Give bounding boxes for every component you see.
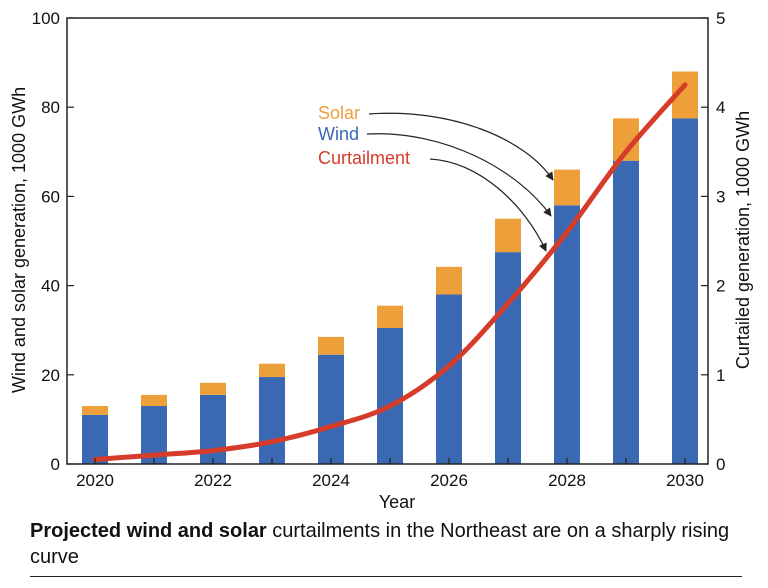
bar-solar-2025 <box>377 305 403 328</box>
y-right-tick-label: 2 <box>716 277 725 296</box>
x-tick-label: 2022 <box>194 471 232 490</box>
bar-solar-2027 <box>495 218 521 253</box>
bar-wind-2025 <box>377 327 403 464</box>
bar-wind-2027 <box>495 252 521 464</box>
bar-solar-2024 <box>318 336 344 355</box>
legend-label-curtailment: Curtailment <box>318 148 410 168</box>
y-right-tick-label: 1 <box>716 366 725 385</box>
x-axis-title: Year <box>379 492 415 512</box>
bar-solar-2020 <box>82 406 108 415</box>
bar-solar-2026 <box>436 266 462 295</box>
caption-bold: Projected wind and solar <box>30 520 267 542</box>
y-right-tick-label: 4 <box>716 98 725 117</box>
bar-wind-2029 <box>613 160 639 464</box>
x-tick-label: 2024 <box>312 471 350 490</box>
bar-wind-2020 <box>82 414 108 464</box>
arrow-solar <box>368 112 554 181</box>
figure-caption: Projected wind and solar curtailments in… <box>30 518 750 570</box>
legend-label-wind: Wind <box>318 124 359 144</box>
y-right-tick-label: 3 <box>716 187 725 206</box>
bar-solar-2028 <box>554 169 580 206</box>
plot-frame <box>66 17 709 465</box>
arrow-wind <box>366 133 552 217</box>
x-tick-label: 2028 <box>548 471 586 490</box>
bar-solar-2021 <box>141 394 167 407</box>
y-left-tick-label: 60 <box>41 187 60 206</box>
y-right-tick-label: 5 <box>716 9 725 28</box>
caption-text: curtailments in the Northeast are on a s… <box>30 520 730 568</box>
y-left-tick-label: 100 <box>32 9 60 28</box>
bar-solar-2022 <box>200 382 226 395</box>
y-left-tick-label: 40 <box>41 277 60 296</box>
y-axis-title-left: Wind and solar generation, 1000 GWh <box>9 87 29 393</box>
curtailment-line <box>92 82 688 463</box>
arrow-curtailment <box>429 158 547 252</box>
bar-solar-2023 <box>259 363 285 378</box>
y-axis-title-right: Curtailed generation, 1000 GWh <box>733 111 753 369</box>
x-tick-label: 2030 <box>666 471 704 490</box>
bar-wind-2024 <box>318 354 344 464</box>
bar-wind-2028 <box>554 205 580 464</box>
caption-rule <box>30 576 742 577</box>
bar-wind-2026 <box>436 294 462 464</box>
x-tick-label: 2026 <box>430 471 468 490</box>
y-left-tick-label: 80 <box>41 98 60 117</box>
bar-wind-2030 <box>672 118 698 464</box>
legend-label-solar: Solar <box>318 103 360 123</box>
chart: 0 20 40 60 80 100 0 1 2 3 4 5 2020 2022 2024 2026 2028 20… <box>9 9 753 512</box>
y-left-tick-label: 0 <box>51 455 60 474</box>
bar-wind-2023 <box>259 377 285 464</box>
x-tick-label: 2020 <box>76 471 114 490</box>
y-left-tick-label: 20 <box>41 366 60 385</box>
y-right-tick-label: 0 <box>716 455 725 474</box>
